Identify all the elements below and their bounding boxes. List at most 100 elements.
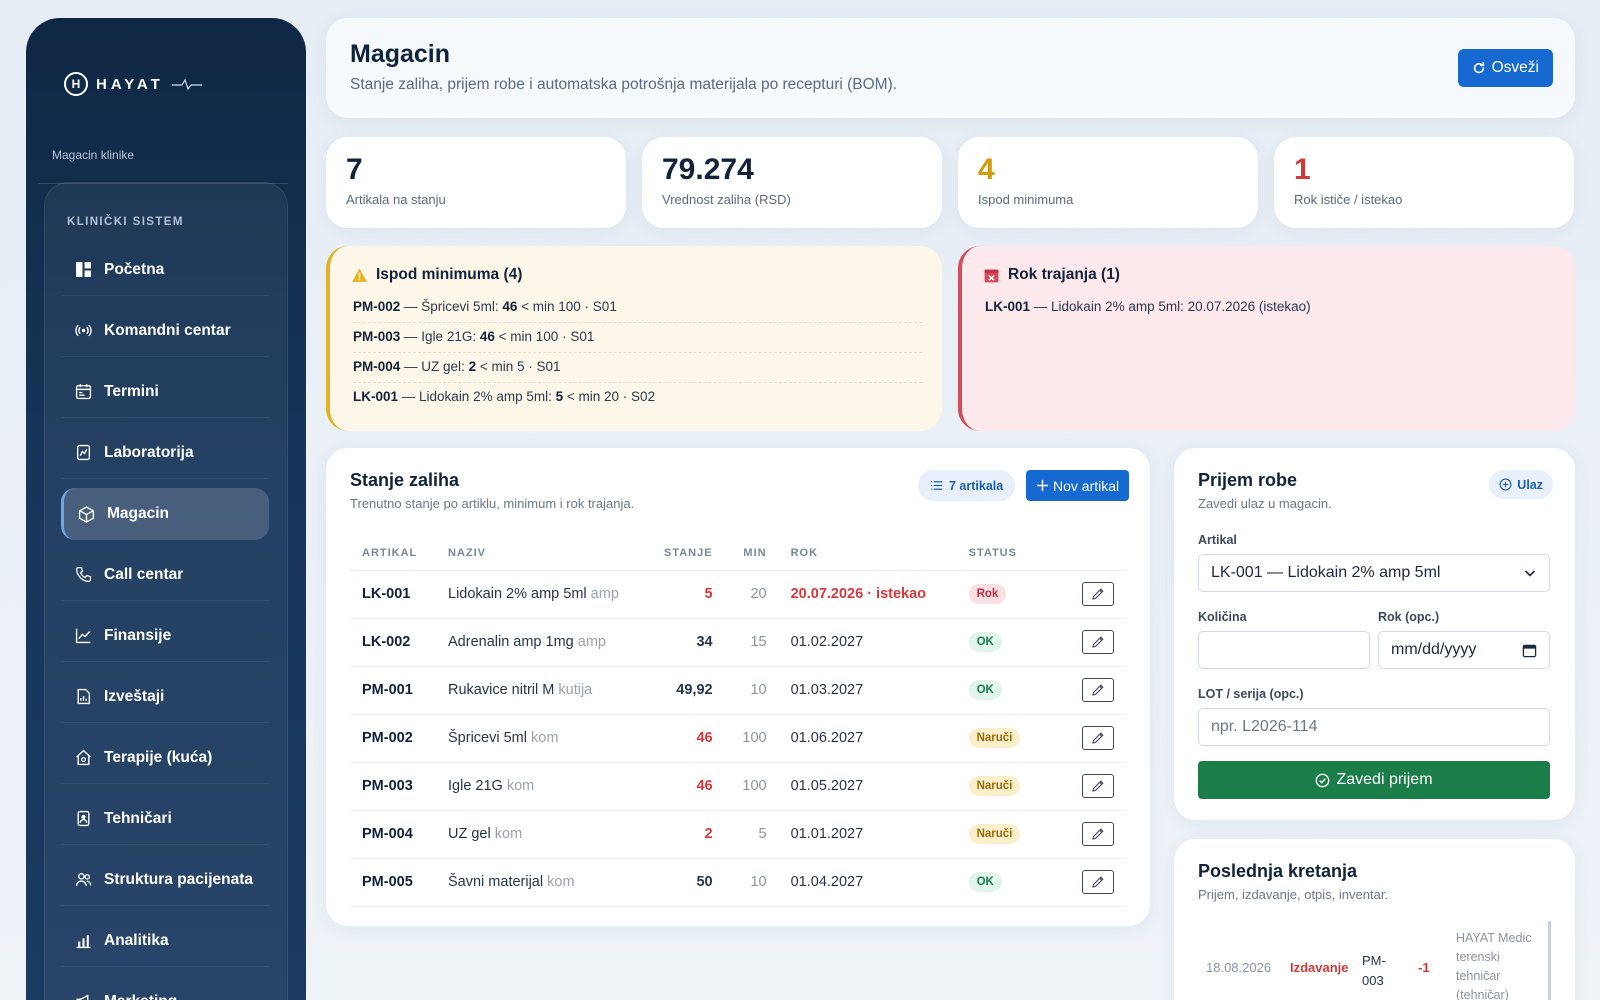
receive-title: Prijem robe (1198, 470, 1298, 490)
rok-date-input[interactable]: mm/dd/yyyy (1378, 631, 1550, 669)
movement-row[interactable]: 18.08.2026 Izdavanje PM-003 -1 HAYAT Med… (1206, 921, 1546, 1000)
cell-name: UZ gel kom (436, 810, 652, 859)
edit-button[interactable] (1082, 774, 1114, 798)
calendar-icon[interactable] (1522, 643, 1537, 658)
page-subtitle: Stanje zaliha, prijem robe i automatska … (350, 76, 898, 93)
cell-rok: 01.04.2027 (778, 858, 957, 907)
sidebar-item-11[interactable]: Analitika (61, 915, 269, 967)
article-select[interactable]: LK-001 — Lidokain 2% amp 5ml (1198, 554, 1550, 592)
sidebar-item-7[interactable]: Izveštaji (61, 671, 269, 723)
stat-label: Artikala na stanju (346, 192, 446, 207)
expiry-line: LK-001 — Lidokain 2% amp 5ml: 20.07.2026… (985, 299, 1555, 322)
sidebar-item-4[interactable]: Magacin (61, 488, 269, 540)
sidebar-item-8[interactable]: Terapije (kuća) (61, 732, 269, 784)
col-naziv[interactable]: NAZIV (436, 536, 652, 571)
sidebar-item-label: Tehničari (104, 809, 172, 827)
sidebar-divider (38, 183, 288, 184)
badge-icon (74, 810, 92, 828)
table-row[interactable]: PM-005 Šavni materijal kom 50 10 01.04.2027 O… (350, 858, 1126, 907)
edit-button[interactable] (1082, 630, 1114, 654)
sidebar-item-6[interactable]: Finansije (61, 610, 269, 662)
col-stanje[interactable]: STANJE (652, 536, 725, 571)
logo-mark-icon: H (64, 72, 88, 96)
expiry-alert: Rok trajanja (1) LK-001 — Lidokain 2% am… (958, 246, 1575, 431)
line-qty: 2 (468, 359, 477, 374)
item-unit: kutija (558, 682, 593, 698)
sidebar-item-label: Finansije (104, 626, 172, 644)
stat-card: 7 Artikala na stanju (326, 137, 626, 228)
quantity-input[interactable] (1198, 631, 1370, 669)
cell-actions (1052, 762, 1126, 811)
plus-icon (1036, 479, 1049, 492)
cell-name: Rukavice nitril M kutija (436, 666, 652, 715)
table-row[interactable]: LK-002 Adrenalin amp 1mg amp 34 15 01.02.202… (350, 618, 1126, 667)
table-row[interactable]: PM-003 Igle 21G kom 46 100 01.05.2027 Naruči (350, 762, 1126, 811)
stat-card: 4 Ispod minimuma (958, 137, 1258, 228)
item-unit: amp (577, 634, 606, 650)
cell-actions (1052, 618, 1126, 667)
cell-status: Naruči (956, 762, 1053, 811)
movement-type: Izdavanje (1290, 960, 1349, 975)
line-qty: 46 (479, 329, 495, 344)
users-icon (74, 871, 92, 889)
sidebar-item-label: Izveštaji (104, 687, 165, 705)
edit-button[interactable] (1082, 582, 1114, 606)
below-min-line: PM-003 — Igle 21G: 46 < min 100 · S01 (353, 329, 922, 353)
ulaz-label: Ulaz (1517, 477, 1543, 492)
sidebar-item-label: Magacin (107, 505, 170, 522)
cell-name: Igle 21G kom (436, 762, 652, 811)
sidebar-item-label: Analitika (104, 931, 169, 949)
movement-date: 18.08.2026 (1206, 960, 1272, 975)
edit-button[interactable] (1082, 726, 1114, 750)
cell-status: OK (956, 858, 1053, 907)
megaphone-icon (74, 993, 92, 1000)
sidebar-item-1[interactable]: Komandni centar (61, 305, 269, 357)
cell-code: PM-005 (350, 858, 436, 907)
sidebar-item-9[interactable]: Tehničari (61, 793, 269, 845)
cell-qty: 46 (652, 714, 725, 763)
stock-subtitle: Trenutno stanje po artiklu, minimum i ro… (350, 496, 635, 511)
brand-logo[interactable]: H HAYAT (64, 72, 202, 96)
pencil-icon (1092, 636, 1104, 648)
sidebar-item-10[interactable]: Struktura pacijenata (61, 854, 269, 906)
stock-table: ARTIKAL NAZIV STANJE MIN ROK STATUS LK-0… (350, 536, 1126, 907)
sidebar-item-3[interactable]: Laboratorija (61, 427, 269, 479)
below-min-line: PM-002 — Špricevi 5ml: 46 < min 100 · S0… (353, 299, 922, 323)
sidebar-item-2[interactable]: Termini (61, 366, 269, 418)
cell-actions (1052, 714, 1126, 763)
cell-name: Adrenalin amp 1mg amp (436, 618, 652, 667)
sidebar-item-label: Call centar (104, 565, 184, 583)
col-artikal[interactable]: ARTIKAL (350, 536, 436, 571)
article-count-pill[interactable]: 7 artikala (918, 470, 1016, 501)
line-rest: < min 20 · S02 (566, 389, 656, 404)
lot-input[interactable]: npr. L2026-114 (1198, 708, 1550, 746)
movements-scrollbar[interactable] (1548, 921, 1551, 1000)
edit-button[interactable] (1082, 822, 1114, 846)
cell-rok: 01.06.2027 (778, 714, 957, 763)
sidebar-item-12[interactable]: Marketing (61, 976, 269, 1000)
pulse-icon (171, 78, 202, 91)
edit-button[interactable] (1082, 678, 1114, 702)
col-min[interactable]: MIN (724, 536, 779, 571)
refresh-button[interactable]: Osveži (1457, 49, 1553, 87)
new-article-button[interactable]: Nov artikal (1026, 470, 1130, 501)
table-row[interactable]: PM-004 UZ gel kom 2 5 01.01.2027 Naruči (350, 810, 1126, 859)
item-name: UZ gel (448, 826, 491, 842)
item-unit: kom (494, 826, 523, 842)
col-rok[interactable]: ROK (778, 536, 957, 571)
stock-header-row: ARTIKAL NAZIV STANJE MIN ROK STATUS (350, 536, 1126, 571)
table-row[interactable]: LK-001 Lidokain 2% amp 5ml amp 5 20 20.07.20… (350, 570, 1126, 619)
table-row[interactable]: PM-001 Rukavice nitril M kutija 49,92 10 01.… (350, 666, 1126, 715)
movements-card: Poslednja kretanja Prijem, izdavanje, ot… (1174, 839, 1575, 1000)
sidebar-item-5[interactable]: Call centar (61, 549, 269, 601)
warning-icon (352, 268, 367, 282)
sidebar-item-0[interactable]: Početna (61, 244, 269, 296)
col-status[interactable]: STATUS (956, 536, 1053, 571)
ulaz-pill[interactable]: Ulaz (1489, 470, 1553, 499)
cell-status: OK (956, 618, 1053, 667)
item-name: Špricevi 5ml (448, 730, 527, 746)
edit-button[interactable] (1082, 870, 1114, 894)
submit-receive-button[interactable]: Zavedi prijem (1198, 761, 1550, 799)
article-select-value: LK-001 — Lidokain 2% amp 5ml (1211, 564, 1441, 581)
table-row[interactable]: PM-002 Špricevi 5ml kom 46 100 01.06.2027 Nar… (350, 714, 1126, 763)
